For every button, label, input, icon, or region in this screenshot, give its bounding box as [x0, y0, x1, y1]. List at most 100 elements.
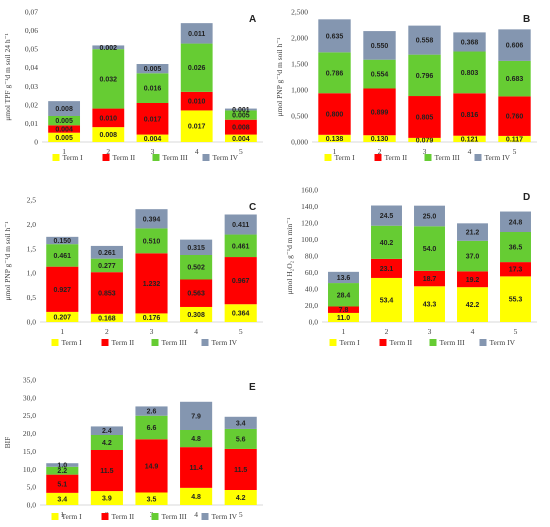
y-tick-label: 5,0 — [27, 483, 37, 492]
y-tick-label: 25,0 — [23, 411, 36, 420]
bar-segment-term-iii — [48, 116, 81, 126]
x-tick-label: 4 — [468, 147, 472, 156]
bar-segment-term-iii — [90, 435, 123, 450]
bar-segment-term-iii — [46, 244, 79, 267]
y-axis-label: μmol PNP g⁻¹d m soil h⁻¹ — [3, 222, 12, 301]
legend-label: Term I — [63, 153, 84, 162]
bar-segment-term-iv — [414, 205, 445, 227]
bar-segment-term-iv — [371, 205, 402, 226]
data-label: 4.2 — [102, 440, 112, 447]
x-tick-label: 5 — [239, 147, 243, 156]
data-label: 24.5 — [380, 213, 394, 220]
bar-segment-term-ii — [453, 93, 486, 136]
y-tick-label: 0,03 — [25, 82, 38, 91]
bar-segment-term-ii — [136, 103, 169, 135]
bar-segment-term-iv — [328, 271, 359, 284]
bar-segment-term-ii — [457, 271, 488, 288]
y-tick-label: 1,5 — [27, 244, 37, 253]
bar-segment-term-iv — [136, 64, 169, 74]
bar-segment-term-iii — [414, 226, 445, 271]
data-label: 0.011 — [188, 31, 205, 38]
legend-swatch — [324, 154, 332, 161]
y-tick-label: 120,0 — [301, 219, 318, 228]
data-label: 5.6 — [236, 436, 246, 443]
legend-swatch — [102, 154, 110, 161]
bar-segment-term-i — [457, 287, 488, 322]
data-label: 0.796 — [416, 73, 434, 80]
legend-label: Term II — [113, 153, 136, 162]
y-tick-label: 0 — [34, 138, 38, 147]
data-label: 0.368 — [461, 39, 479, 46]
bar-segment-term-i — [46, 311, 79, 322]
x-tick-label: 3 — [150, 327, 154, 336]
bar-segment-term-ii — [224, 119, 257, 135]
bar-segment-term-i — [414, 286, 445, 322]
data-label: 19.2 — [466, 277, 480, 284]
data-label: 0.121 — [461, 136, 479, 143]
bar-segment-term-ii — [328, 306, 359, 313]
bar-segment-term-i — [90, 491, 123, 505]
x-tick-label: 4 — [471, 327, 475, 336]
x-tick-label: 4 — [195, 147, 199, 156]
x-tick-label: 3 — [423, 147, 427, 156]
bar-segment-term-iii — [46, 466, 79, 475]
data-label: 0.394 — [143, 216, 161, 223]
data-label: 0.683 — [506, 76, 524, 83]
bar-segment-term-iv — [180, 239, 213, 255]
y-tick-label: 0,06 — [25, 26, 38, 35]
y-tick-label: 140,0 — [301, 202, 318, 211]
bar-segment-term-iii — [135, 415, 168, 440]
chart-panel-c: 0,0 0,5 1,0 1,5 2,0 2,5 μmol PNP g⁻¹d m soil h… — [3, 196, 263, 347]
legend-swatch — [329, 339, 337, 346]
bar-segment-term-ii — [498, 96, 531, 136]
legend-swatch — [474, 154, 482, 161]
data-label: 21.2 — [466, 230, 480, 237]
data-label: 0.261 — [98, 250, 116, 257]
bar-segment-term-i — [180, 306, 213, 322]
bar-segment-term-iv — [498, 29, 531, 61]
bar-segment-term-i — [90, 313, 123, 322]
bar-segment-term-iii — [318, 52, 351, 94]
data-label: 42.2 — [466, 302, 480, 309]
y-tick-label: 60,0 — [305, 268, 318, 277]
data-label: 25.0 — [423, 213, 437, 220]
data-label: 3.5 — [147, 496, 157, 503]
bar-segment-term-iv — [363, 31, 396, 60]
data-label: 37.0 — [466, 254, 480, 261]
data-label: 11.5 — [100, 468, 113, 475]
legend-swatch — [52, 154, 60, 161]
x-tick-label: 5 — [239, 510, 243, 519]
bar-segment-term-i — [498, 135, 531, 142]
bar-segment-term-iv — [135, 406, 168, 416]
data-label: 0.461 — [54, 253, 72, 260]
bar-segment-term-iv — [453, 32, 486, 52]
legend: Term I Term II Term III Term IV — [51, 512, 238, 521]
bar-segment-term-iii — [328, 283, 359, 307]
bar-segment-term-iv — [46, 236, 79, 245]
data-label: 0.032 — [100, 76, 118, 83]
data-label: 0.277 — [98, 263, 116, 270]
legend-label: Term II — [385, 153, 408, 162]
data-label: 0.760 — [506, 114, 524, 121]
bar-segment-term-i — [408, 137, 441, 142]
data-label: 0.117 — [506, 136, 523, 143]
data-label: 0.510 — [143, 238, 161, 245]
legend-swatch — [379, 339, 387, 346]
bar-segment-term-ii — [363, 88, 396, 136]
bar-segment-term-iv — [500, 211, 531, 232]
legend-swatch — [201, 339, 209, 346]
data-label: 4.8 — [191, 494, 201, 501]
data-label: 2.4 — [102, 428, 112, 435]
bar-segment-term-i — [224, 490, 257, 505]
legend-label: Term II — [112, 512, 135, 521]
chart-panel-b: 0,000 0,500 1,000 1,500 2,000 2,500 μmol PNP g… — [275, 8, 537, 162]
data-label: 0.853 — [98, 290, 116, 297]
y-axis-label: μmol PNP g⁻¹d m soil h⁻¹ — [275, 38, 284, 117]
data-label: 0.927 — [54, 287, 72, 294]
data-label: 0.967 — [232, 278, 250, 285]
bar-segment-term-iii — [90, 258, 123, 273]
y-tick-label: 1,000 — [291, 86, 308, 95]
bar-segment-term-iv — [135, 209, 168, 229]
bar-segment-term-iv — [224, 214, 257, 235]
bar-segment-term-iii — [180, 254, 213, 280]
